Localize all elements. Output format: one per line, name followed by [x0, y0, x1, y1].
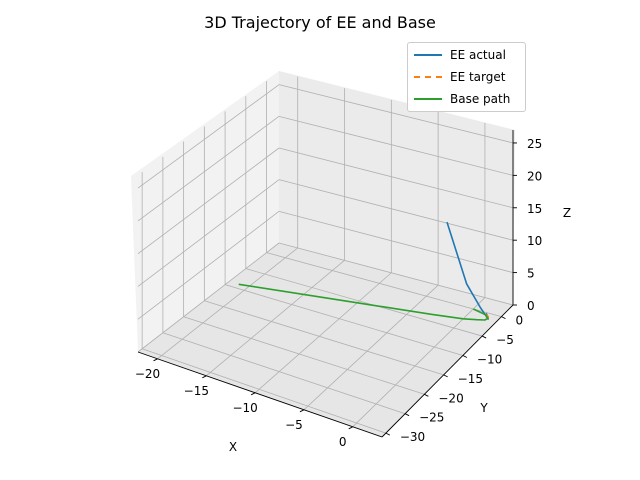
x-tick-label: −15: [184, 384, 209, 398]
axis-lines: [137, 130, 514, 438]
grid-line-x-floor: [157, 247, 298, 360]
x-tick-label: 0: [339, 435, 347, 449]
legend-swatch-ee-target: [414, 76, 442, 78]
series-line-2: [238, 283, 489, 321]
y-axis-line: [381, 304, 514, 438]
y-tick-mark: [501, 316, 506, 320]
legend-item-ee-target: EE target: [414, 68, 505, 86]
y-tick-mark: [385, 432, 391, 436]
pane-floor: [138, 243, 513, 437]
pane-left: [131, 71, 279, 352]
grid-line-z-left: [137, 242, 280, 353]
grid-line-z-back: [278, 242, 514, 306]
grid-line-z-back: [278, 115, 514, 176]
x-axis-label: X: [229, 440, 237, 454]
z-tick-label: 15: [527, 202, 542, 216]
grid-lines: [137, 76, 514, 434]
data-series: [238, 221, 490, 321]
grid-line-z-back: [278, 147, 514, 209]
legend-label-ee-actual: EE actual: [450, 48, 506, 62]
legend-swatch-base-path: [414, 98, 442, 100]
grid-line-z-back: [278, 179, 514, 241]
grid-line-y-floor: [245, 268, 483, 337]
legend-label-ee-target: EE target: [450, 70, 506, 84]
grid-line-x-floor: [206, 260, 345, 377]
grid-line-y-floor: [204, 300, 444, 376]
legend-item-base-path: Base path: [414, 90, 510, 108]
z-tick-label: 0: [527, 299, 535, 313]
grid-line-x-floor: [254, 272, 392, 394]
z-tick-label: 20: [527, 169, 542, 183]
x-tick-mark: [202, 375, 207, 379]
y-tick-mark: [424, 393, 429, 397]
grid-line-z-back: [278, 84, 514, 144]
grid-line-y-floor: [162, 332, 406, 415]
grid-line-x-floor: [303, 284, 439, 411]
y-tick-label: −10: [477, 352, 502, 366]
grid-line-y-floor: [142, 348, 386, 434]
legend-swatch-ee-actual: [414, 54, 442, 56]
y-tick-mark: [443, 374, 448, 378]
chart-title: 3D Trajectory of EE and Base: [204, 13, 436, 32]
x-tick-mark: [153, 358, 158, 362]
legend-label-base-path: Base path: [450, 92, 511, 106]
z-tick-label: 5: [527, 267, 535, 281]
y-tick-label: −20: [438, 391, 463, 405]
legend-item-ee-actual: EE actual: [414, 46, 506, 64]
z-axis-label: Z: [563, 206, 571, 220]
y-tick-mark: [481, 335, 487, 339]
grid-line-z-left: [137, 84, 280, 189]
grid-line-z-left: [137, 147, 280, 254]
x-axis-line: [137, 351, 383, 438]
grid-line-z-left: [137, 211, 280, 320]
pane-back: [279, 71, 515, 305]
y-tick-label: −25: [419, 411, 444, 425]
x-tick-mark: [299, 409, 305, 413]
y-tick-label: −15: [458, 372, 483, 386]
x-tick-label: −10: [232, 401, 257, 415]
y-tick-label: −5: [496, 333, 514, 347]
grid-line-z-back: [278, 210, 514, 273]
x-tick-label: −20: [135, 367, 160, 381]
grid-line-y-floor: [224, 284, 464, 356]
grid-line-z-left: [137, 116, 280, 222]
grid-line-y-floor: [266, 252, 502, 318]
y-axis-label: Y: [479, 401, 488, 415]
grid-line-z-left: [137, 179, 280, 287]
axes-panes: [131, 71, 515, 437]
y-tick-label: −30: [400, 430, 425, 444]
z-tick-label: 10: [527, 234, 542, 248]
x-tick-mark: [250, 392, 256, 396]
grid-line-y-floor: [183, 316, 425, 395]
y-tick-mark: [404, 413, 410, 417]
z-tick-label: 25: [527, 137, 542, 151]
x-tick-label: −5: [285, 418, 303, 432]
y-tick-mark: [462, 355, 468, 358]
x-tick-mark: [348, 426, 353, 430]
y-tick-label: 0: [515, 314, 523, 328]
legend: EE actual EE target Base path: [407, 42, 526, 112]
